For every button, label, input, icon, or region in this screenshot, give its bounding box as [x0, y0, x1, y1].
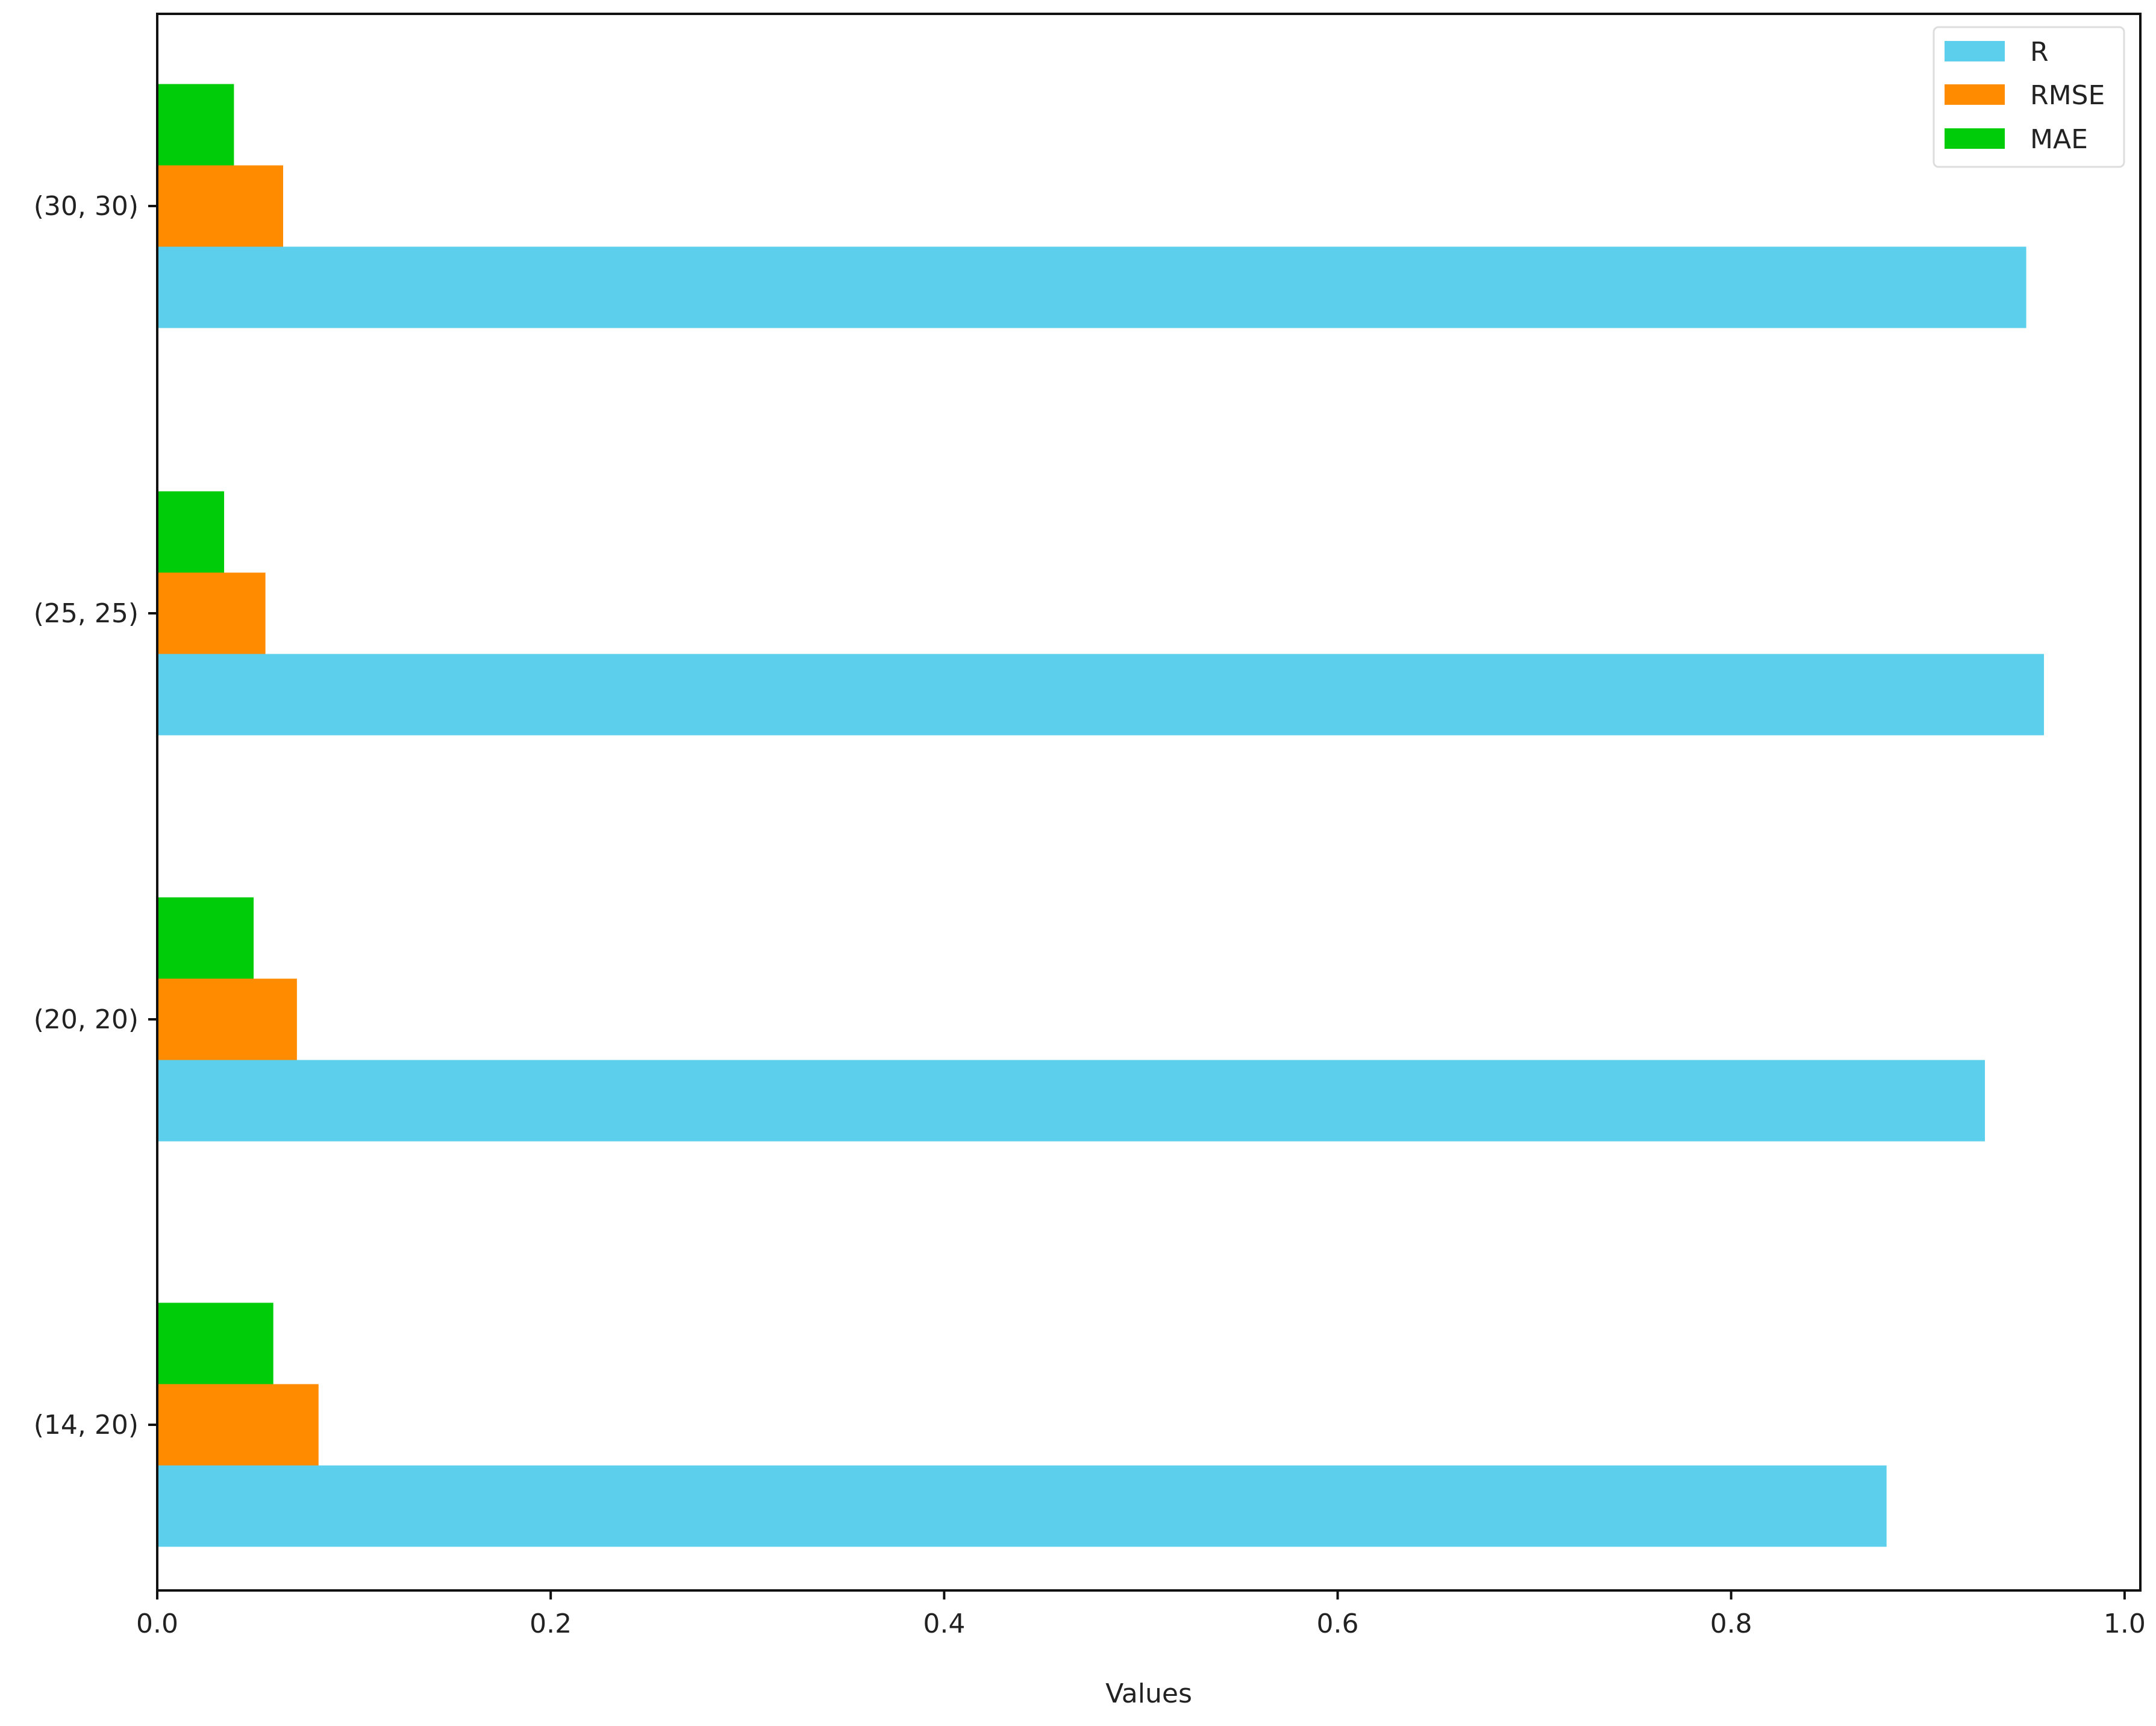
bar-r-3: [157, 246, 2026, 328]
y-axis: (14, 20) (20, 20) (25, 25) (30, 30): [34, 191, 157, 1440]
legend-label-rmse: RMSE: [2030, 80, 2105, 111]
bar-rmse-0: [157, 1384, 319, 1466]
x-tick-label: 0.4: [923, 1609, 965, 1639]
y-tick-label: (20, 20): [34, 1004, 139, 1035]
bar-mae-2: [157, 491, 225, 573]
legend-label-r: R: [2030, 37, 2049, 67]
legend: R RMSE MAE: [1933, 26, 2125, 168]
x-tick-label: 1.0: [2104, 1609, 2146, 1639]
bars-layer: [157, 84, 2044, 1547]
bar-r-0: [157, 1465, 1887, 1547]
legend-swatch-mae: [1945, 128, 2005, 149]
bar-mae-1: [157, 897, 254, 979]
legend-swatch-r: [1945, 41, 2005, 61]
x-tick-label: 0.0: [136, 1609, 178, 1639]
bar-rmse-2: [157, 572, 266, 654]
bar-r-2: [157, 654, 2044, 736]
bar-rmse-3: [157, 165, 284, 247]
bar-rmse-1: [157, 978, 297, 1060]
y-tick-label: (30, 30): [34, 191, 139, 222]
y-tick-label: (14, 20): [34, 1410, 139, 1440]
x-axis-label: Values: [1105, 1678, 1192, 1709]
bar-r-1: [157, 1060, 1985, 1142]
legend-label-mae: MAE: [2030, 124, 2088, 155]
x-axis: 0.0 0.2 0.4 0.6 0.8 1.0: [136, 1590, 2146, 1639]
x-tick-label: 0.8: [1710, 1609, 1752, 1639]
plot-frame: [156, 13, 2142, 1592]
bar-mae-0: [157, 1302, 273, 1384]
x-tick-label: 0.6: [1317, 1609, 1359, 1639]
bar-mae-3: [157, 84, 234, 166]
legend-swatch-rmse: [1945, 84, 2005, 105]
y-tick-label: (25, 25): [34, 598, 139, 629]
x-tick-label: 0.2: [530, 1609, 572, 1639]
